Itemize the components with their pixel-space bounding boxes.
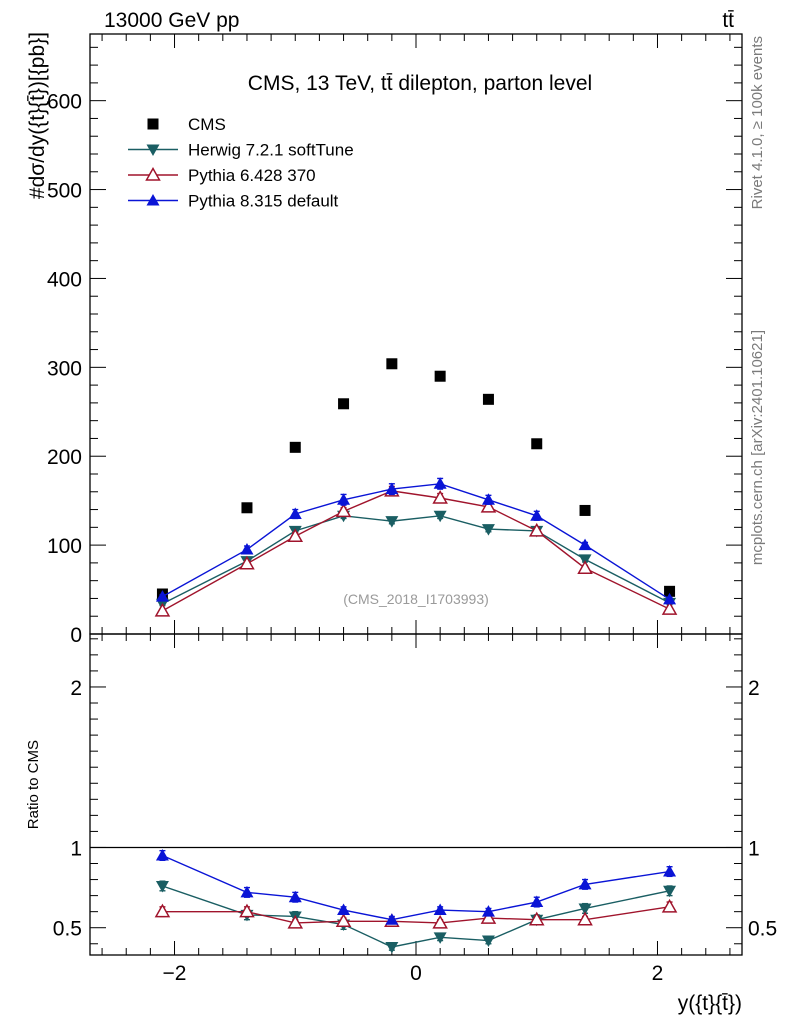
ratio-pythia8-point xyxy=(663,865,677,877)
main-pythia8-point xyxy=(663,592,677,605)
ratio-pythia6-point xyxy=(528,911,545,926)
main-y-tick-label: 500 xyxy=(47,180,82,203)
header-left: 13000 GeV pp xyxy=(104,9,240,32)
main-pythia6-point xyxy=(287,528,304,542)
x-tick-label: −2 xyxy=(163,962,187,985)
main-y-tick-label: 400 xyxy=(47,268,82,291)
ratio-y-tick-label: 2 xyxy=(70,677,82,700)
ratio-pythia8-point xyxy=(433,903,447,916)
main-cms-point xyxy=(289,441,301,453)
ratio-pythia6-point xyxy=(154,903,171,918)
main-y-tick-label: 200 xyxy=(47,446,82,469)
main-cms-point xyxy=(386,358,398,370)
main-herwig-line xyxy=(162,515,670,605)
main-cms-point xyxy=(338,398,350,410)
ratio-y-tick-label-right: 0.5 xyxy=(748,918,777,941)
legend-cms-label: CMS xyxy=(188,115,226,134)
main-pythia8-point xyxy=(530,509,544,521)
main-y-tick-label: 100 xyxy=(47,535,82,558)
x-tick-label: 0 xyxy=(410,962,422,985)
ratio-pythia6-point xyxy=(480,910,497,924)
main-pythia8-line xyxy=(162,483,670,600)
ratio-herwig-point xyxy=(578,903,592,915)
main-pythia6-point xyxy=(480,498,497,513)
main-pythia6-point xyxy=(528,522,545,537)
ratio-pythia8-point xyxy=(155,848,169,861)
main-pythia6-point xyxy=(239,555,255,570)
main-pythia6-point xyxy=(432,489,448,504)
ratio-pythia6-point xyxy=(239,903,255,918)
ratio-y-tick-label-right: 2 xyxy=(748,677,760,700)
ratio-y-tick-label: 0.5 xyxy=(53,918,82,941)
ratio-herwig-point xyxy=(385,941,399,954)
main-y-axis-label: #dσ/dy({t}{t̄})[{pb}] xyxy=(26,32,49,199)
main-herwig-point xyxy=(481,524,495,536)
analysis-watermark: (CMS_2018_I1703993) xyxy=(343,591,489,607)
main-pythia6-point xyxy=(154,602,171,617)
ratio-pythia6-line xyxy=(162,906,670,924)
main-pythia8-point xyxy=(288,507,302,519)
ratio-herwig-point xyxy=(481,935,495,948)
rivet-version-label: Rivet 4.1.0, ≥ 100k events xyxy=(749,36,766,209)
ratio-pythia6-point xyxy=(287,914,304,929)
main-pythia8-point xyxy=(155,590,169,602)
header-right: tt̄ xyxy=(722,9,734,32)
main-y-tick-label: 300 xyxy=(47,357,82,380)
ratio-pythia6-point xyxy=(661,898,678,913)
ratio-pythia6-point xyxy=(432,914,448,929)
main-pythia8-point xyxy=(240,543,254,555)
ratio-y-tick-label-right: 1 xyxy=(748,837,760,860)
main-cms-point xyxy=(434,370,446,382)
main-pythia6-line xyxy=(162,490,670,612)
ratio-pythia8-point xyxy=(240,885,254,898)
ratio-pythia8-line xyxy=(162,854,670,921)
ratio-pythia8-point xyxy=(578,877,592,890)
main-y-tick-label: 0 xyxy=(70,624,82,647)
ratio-pythia8-point xyxy=(288,890,302,903)
main-cms-point xyxy=(664,585,676,597)
ratio-pythia8-point xyxy=(481,905,495,917)
legend-pythia6-label: Pythia 6.428 370 xyxy=(188,166,316,185)
main-y-tick-label: 600 xyxy=(47,91,82,114)
ratio-herwig-point xyxy=(155,880,169,893)
main-pythia6-point xyxy=(577,560,593,574)
legend-pythia8-marker xyxy=(146,194,160,206)
ratio-pythia8-point xyxy=(530,895,544,908)
main-pythia8-point xyxy=(481,493,495,505)
main-pythia8-point xyxy=(337,493,351,505)
main-cms-point xyxy=(531,438,543,450)
ratio-panel-frame xyxy=(89,633,743,956)
main-pythia6-point xyxy=(335,503,352,518)
main-herwig-point xyxy=(385,516,399,528)
legend-pythia8-label: Pythia 8.315 default xyxy=(188,192,339,211)
main-cms-point xyxy=(482,393,494,405)
ratio-herwig-point xyxy=(663,885,677,898)
legend-cms-marker xyxy=(147,118,159,130)
main-pythia8-point xyxy=(385,482,399,495)
main-cms-point xyxy=(241,502,253,514)
legend-herwig-label: Herwig 7.2.1 softTune xyxy=(188,141,354,160)
main-pythia8-point xyxy=(578,538,592,551)
main-pythia8-point xyxy=(433,477,447,489)
main-herwig-point xyxy=(433,510,447,523)
main-title: CMS, 13 TeV, tt̄ dilepton, parton level xyxy=(248,72,592,95)
ratio-herwig-line xyxy=(162,885,670,948)
ratio-y-axis-label: Ratio to CMS xyxy=(25,740,42,829)
legend-pythia6-marker xyxy=(145,166,161,181)
ratio-pythia6-point xyxy=(335,913,352,928)
ratio-pythia6-point xyxy=(577,911,593,926)
ratio-pythia8-point xyxy=(385,913,399,925)
main-cms-point xyxy=(579,504,591,516)
main-pythia6-point xyxy=(661,601,678,615)
legend-herwig-marker xyxy=(146,144,160,156)
x-tick-label: 2 xyxy=(652,962,664,985)
ratio-pythia8-point xyxy=(337,903,351,916)
mcplots-credit-label: mcplots.cern.ch [arXiv:2401.10621] xyxy=(749,330,766,565)
ratio-herwig-point xyxy=(433,932,447,944)
ratio-y-tick-label: 1 xyxy=(70,837,82,860)
x-axis-label: y({t}{t̄}) xyxy=(678,992,742,1015)
main-herwig-point xyxy=(578,554,592,566)
